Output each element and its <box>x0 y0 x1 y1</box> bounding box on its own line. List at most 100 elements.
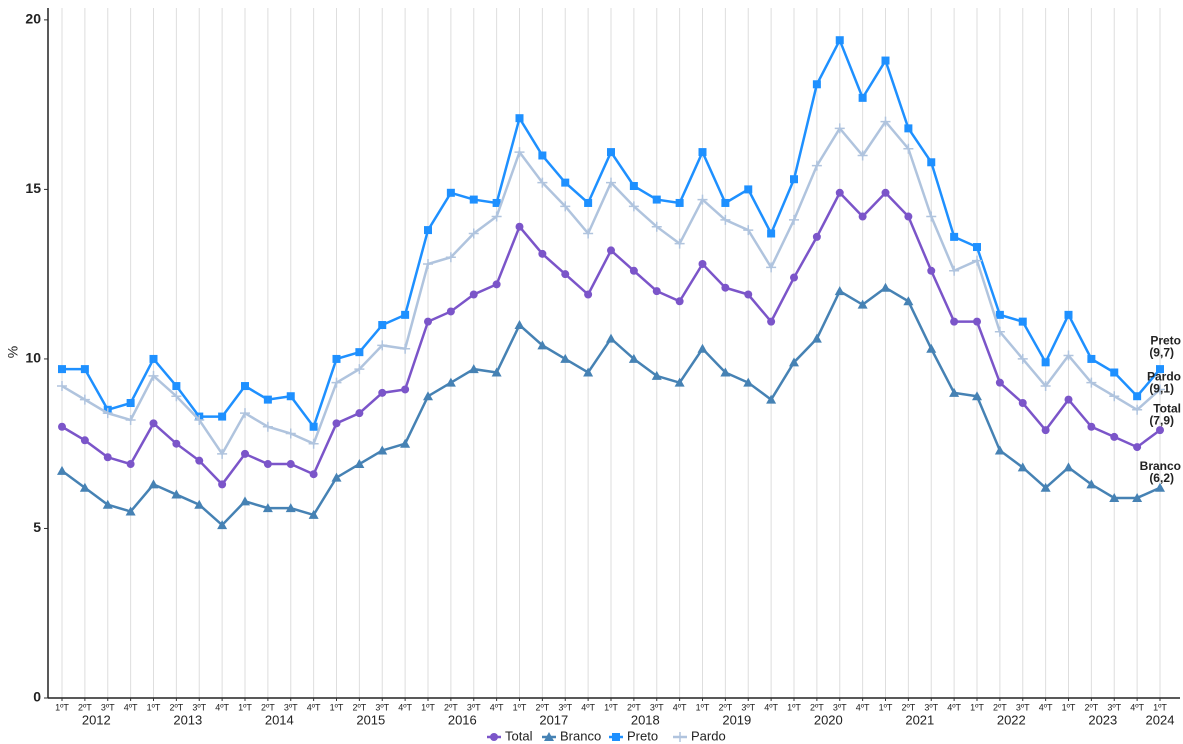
end-label-value: (6,2) <box>1149 471 1174 485</box>
point <box>172 439 181 448</box>
point <box>79 482 90 492</box>
point <box>218 412 227 421</box>
point <box>1087 354 1096 363</box>
point <box>743 377 754 387</box>
legend-item: Pardo <box>673 728 726 743</box>
point <box>652 195 661 204</box>
x-tick-label: 2ºT <box>718 702 732 712</box>
point <box>195 456 204 465</box>
point <box>721 198 730 207</box>
x-tick-label: 4ºT <box>856 702 870 712</box>
x-tick-label: 1ºT <box>330 702 344 712</box>
x-tick-label: 3ºT <box>650 702 664 712</box>
x-tick-label: 1ºT <box>421 702 435 712</box>
legend-item: Branco <box>542 728 601 743</box>
point <box>79 394 90 405</box>
y-tick-label: 0 <box>33 689 41 705</box>
point <box>308 438 319 449</box>
point <box>904 124 913 133</box>
point <box>629 182 638 191</box>
year-label: 2023 <box>1088 712 1117 727</box>
point <box>561 178 570 187</box>
point <box>1017 462 1028 472</box>
point <box>651 221 662 232</box>
x-tick-label: 4ºT <box>947 702 961 712</box>
legend-label: Pardo <box>691 728 726 743</box>
point <box>378 321 387 330</box>
point <box>629 266 638 275</box>
point <box>286 392 295 401</box>
x-tick-label: 2ºT <box>627 702 641 712</box>
x-tick-label: 4ºT <box>581 702 595 712</box>
point <box>973 317 981 326</box>
point <box>538 249 547 258</box>
point <box>1041 358 1050 367</box>
point <box>491 211 502 222</box>
point <box>927 158 936 167</box>
point <box>790 273 798 282</box>
point <box>308 509 319 519</box>
point <box>58 365 66 374</box>
year-label: 2018 <box>631 712 660 727</box>
point <box>926 343 937 353</box>
x-tick-label: 4ºT <box>215 702 229 712</box>
legend-marker <box>612 733 620 741</box>
point <box>926 211 937 222</box>
point <box>1086 479 1097 489</box>
point <box>994 326 1005 337</box>
point <box>126 399 135 408</box>
point <box>1040 381 1051 392</box>
end-label-name: Total <box>1153 401 1181 415</box>
point <box>857 299 868 309</box>
point <box>469 290 478 299</box>
point <box>766 394 777 404</box>
point <box>1132 492 1143 502</box>
point <box>377 445 388 455</box>
x-tick-label: 1ºT <box>513 702 527 712</box>
x-tick-label: 4ºT <box>307 702 321 712</box>
point <box>1110 432 1119 441</box>
point <box>285 428 296 439</box>
x-tick-label: 4ºT <box>124 702 138 712</box>
x-tick-label: 3ºT <box>1107 702 1121 712</box>
x-tick-label: 1ºT <box>147 702 161 712</box>
x-tick-label: 3ºT <box>558 702 572 712</box>
point <box>149 419 158 428</box>
x-tick-label: 2ºT <box>993 702 1007 712</box>
point <box>811 160 822 171</box>
end-label-value: (9,7) <box>1149 345 1174 359</box>
point <box>332 419 341 428</box>
point <box>537 340 548 350</box>
point <box>446 307 455 316</box>
x-tick-label: 4ºT <box>764 702 778 712</box>
point <box>401 310 410 319</box>
point <box>904 212 913 221</box>
point <box>80 365 89 374</box>
point <box>1109 391 1120 402</box>
point <box>835 36 844 45</box>
legend-item: Total <box>487 728 533 743</box>
x-tick-label: 1ºT <box>1062 702 1076 712</box>
point <box>401 385 410 394</box>
point <box>789 357 799 367</box>
end-label-value: (9,1) <box>1149 382 1174 396</box>
point <box>446 188 455 197</box>
x-tick-label: 2ºT <box>169 702 183 712</box>
point <box>697 194 708 205</box>
legend-label: Total <box>505 728 533 743</box>
point <box>743 225 754 236</box>
point <box>1041 426 1050 435</box>
point <box>377 340 388 351</box>
point <box>606 333 616 343</box>
point <box>1086 377 1097 388</box>
point <box>812 232 821 241</box>
point <box>262 503 273 513</box>
point <box>445 252 456 263</box>
point <box>789 214 799 225</box>
x-tick-label: 4ºT <box>490 702 504 712</box>
x-tick-label: 2ºT <box>352 702 366 712</box>
point <box>1132 404 1143 415</box>
point <box>285 503 296 513</box>
x-tick-label: 3ºT <box>924 702 938 712</box>
